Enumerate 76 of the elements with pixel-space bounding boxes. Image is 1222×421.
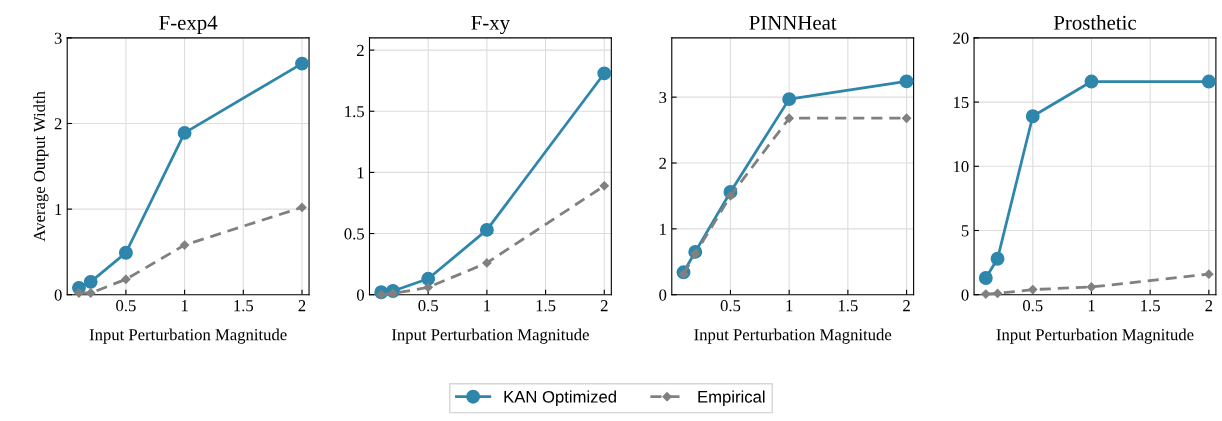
y-tick-label: 0 xyxy=(54,289,62,301)
x-tick-label: 2 xyxy=(1205,300,1213,312)
x-tick-label: 1 xyxy=(1088,300,1095,312)
point xyxy=(297,202,307,213)
point xyxy=(1025,109,1040,124)
y-tick-label: 5 xyxy=(961,225,969,237)
y-tick-label: 2 xyxy=(357,44,364,56)
x-tick-label: 0.5 xyxy=(1022,300,1043,312)
chart-title: Prosthetic xyxy=(1053,15,1136,30)
point xyxy=(421,271,436,286)
x-axis-title: Input Perturbation Magnitude xyxy=(89,328,287,344)
x-tick-label: 1 xyxy=(786,300,793,312)
y-tick-label: 15 xyxy=(954,96,969,109)
point xyxy=(678,269,689,279)
point xyxy=(1201,74,1216,89)
y-tick-label: 3 xyxy=(54,32,62,44)
point xyxy=(423,282,433,292)
x-tick-label: 1 xyxy=(181,300,188,312)
point xyxy=(479,222,494,237)
y-tick-label: 10 xyxy=(954,160,969,173)
point xyxy=(118,245,133,260)
y-tick-label: 0 xyxy=(356,289,364,301)
y-tick-label: 0 xyxy=(961,289,969,301)
point xyxy=(981,289,991,299)
y-tick-label: 1 xyxy=(660,223,666,235)
chart-title: F-xy xyxy=(471,15,511,35)
point xyxy=(86,288,96,298)
point xyxy=(597,66,612,81)
point xyxy=(1028,284,1038,295)
point xyxy=(978,271,993,285)
x-tick-label: 2 xyxy=(600,300,608,312)
point xyxy=(901,113,912,123)
point xyxy=(899,74,914,89)
legend-label: Empirical xyxy=(698,390,765,406)
point xyxy=(1204,269,1214,279)
y-tick-label: 2 xyxy=(54,118,62,130)
x-tick-label: 2 xyxy=(298,300,306,312)
point xyxy=(1084,74,1099,89)
point xyxy=(992,288,1003,299)
point xyxy=(121,274,131,284)
x-tick-label: 1.5 xyxy=(838,300,858,312)
point xyxy=(482,258,492,268)
chart-title: PINNHeat xyxy=(749,15,837,30)
x-tick-label: 0.5 xyxy=(418,300,438,312)
x-tick-label: 0.5 xyxy=(720,300,741,312)
y-tick-label: 3 xyxy=(659,91,667,104)
point xyxy=(784,113,794,123)
x-tick-label: 1.5 xyxy=(536,300,556,312)
point xyxy=(990,251,1005,266)
y-tick-label: 0.5 xyxy=(344,228,364,240)
y-tick-label: 1 xyxy=(55,203,62,215)
point xyxy=(83,274,98,289)
point xyxy=(599,181,609,191)
point xyxy=(179,240,190,250)
x-tick-label: 1.5 xyxy=(234,300,254,312)
point xyxy=(295,56,309,71)
x-tick-label: 1.5 xyxy=(1141,300,1160,312)
y-axis-title: Average Output Width xyxy=(33,91,49,242)
y-tick-label: 2 xyxy=(659,157,666,169)
point xyxy=(782,92,797,107)
point xyxy=(725,191,736,201)
point xyxy=(1086,282,1097,292)
y-tick-label: 1 xyxy=(357,167,364,179)
x-axis-title: Input Perturbation Magnitude xyxy=(996,328,1194,344)
x-tick-label: 1 xyxy=(484,300,491,312)
y-tick-label: 0 xyxy=(659,289,667,301)
legend-label: KAN Optimized xyxy=(504,390,616,406)
x-axis-title: Input Perturbation Magnitude xyxy=(391,328,589,344)
x-axis-title: Input Perturbation Magnitude xyxy=(694,328,892,344)
x-tick-label: 2 xyxy=(903,300,910,312)
chart-title: F-exp4 xyxy=(159,15,218,34)
y-tick-label: 1.5 xyxy=(345,106,364,118)
y-tick-label: 20 xyxy=(953,32,969,44)
x-tick-label: 0.5 xyxy=(116,300,136,312)
point xyxy=(388,288,398,299)
point xyxy=(177,125,192,140)
